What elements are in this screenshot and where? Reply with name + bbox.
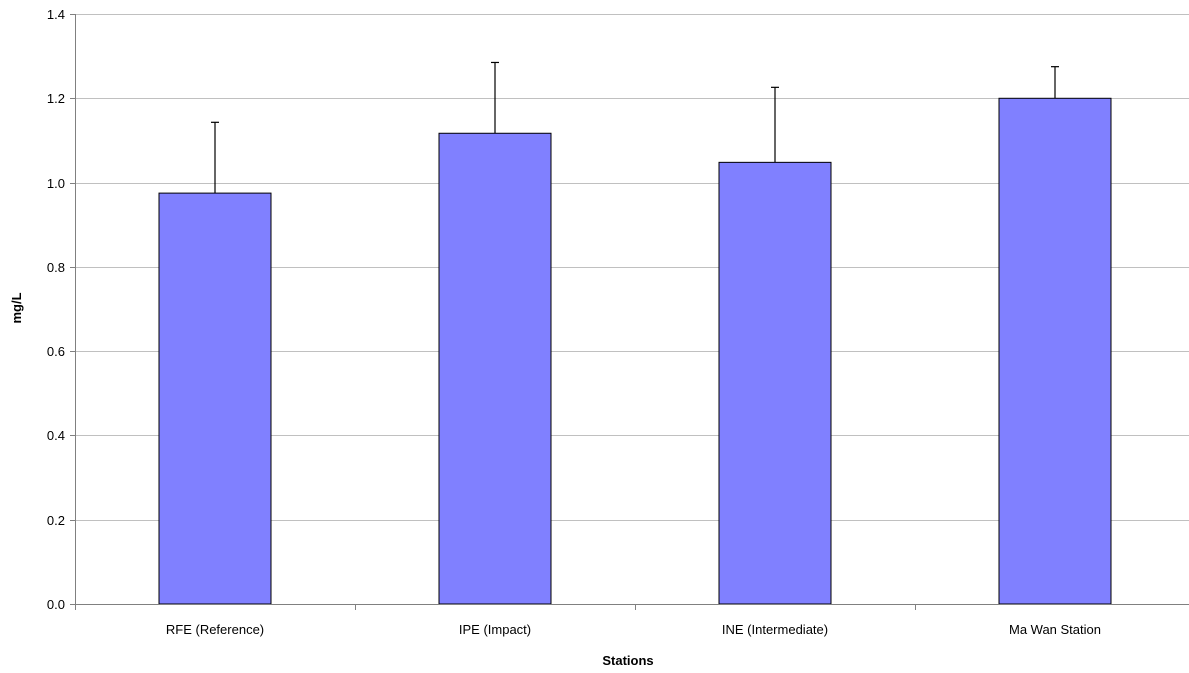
x-tick-label: RFE (Reference)	[166, 622, 264, 637]
bar	[718, 161, 832, 605]
x-tick-label: Ma Wan Station	[1009, 622, 1101, 637]
x-tick-label: INE (Intermediate)	[722, 622, 828, 637]
x-tick-label: IPE (Impact)	[459, 622, 531, 637]
bar	[998, 97, 1112, 605]
y-tick-label: 0.0	[47, 597, 65, 612]
y-tick-label: 0.8	[47, 260, 65, 275]
bar	[438, 132, 552, 605]
bars	[158, 61, 1112, 605]
tick-labels: 0.0 0.2 0.4 0.6 0.8 1.0 1.2 1.4 RFE (Reference) I…	[47, 7, 1101, 637]
bar	[158, 192, 272, 605]
y-tick-label: 1.2	[47, 91, 65, 106]
y-tick-label: 1.0	[47, 176, 65, 191]
y-axis-title: mg/L	[9, 292, 24, 323]
x-axis-title: Stations	[602, 653, 653, 668]
y-tick-label: 0.4	[47, 428, 65, 443]
y-tick-label: 1.4	[47, 7, 65, 22]
axes	[70, 14, 1189, 610]
y-tick-label: 0.2	[47, 513, 65, 528]
y-tick-label: 0.6	[47, 344, 65, 359]
